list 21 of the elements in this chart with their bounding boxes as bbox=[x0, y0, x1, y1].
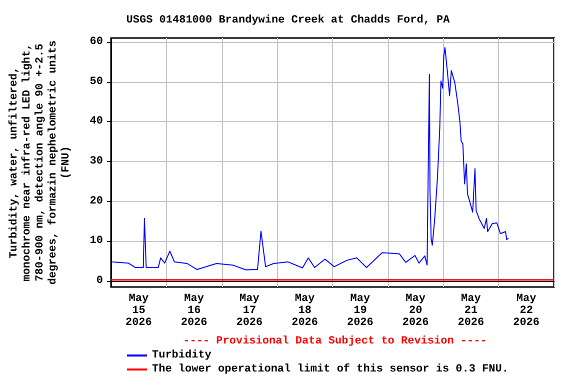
y-tick-label: 30 bbox=[90, 156, 103, 168]
x-tick-label: May 20 2026 bbox=[402, 293, 429, 329]
x-tick-label: May 21 2026 bbox=[458, 293, 484, 329]
y-tick-label: 10 bbox=[90, 235, 103, 248]
x-tick-label: May 16 2026 bbox=[180, 293, 208, 329]
y-tick-label: 20 bbox=[90, 195, 103, 208]
y-tick-label: 60 bbox=[90, 36, 103, 48]
chart-title: USGS 01481000 Brandywine Creek at Chadds Ford, PA bbox=[126, 14, 450, 26]
y-tick-label: 0 bbox=[96, 275, 103, 288]
y-tick-label: 40 bbox=[90, 116, 103, 128]
x-tick-label: May 17 2026 bbox=[236, 293, 263, 329]
y-tick-label: 50 bbox=[90, 76, 103, 88]
text: ---- Provisional Data Subject to Revision ---- bbox=[183, 336, 487, 348]
x-tick-label: May 22 2026 bbox=[513, 293, 540, 329]
x-tick-label: May 15 2026 bbox=[125, 293, 152, 329]
y-axis-title: Turbidity, water, unfiltered, monochrome near infra-red LED light, 780-900 nm, detection angle 90 +-2.5 degrees, formazin nephelometric units (FNU) bbox=[8, 40, 72, 285]
x-tick-label: May 18 2026 bbox=[292, 293, 318, 329]
legend-label: Turbidity bbox=[152, 350, 212, 362]
x-tick-label: May 19 2026 bbox=[346, 293, 374, 329]
line-series bbox=[112, 47, 509, 270]
legend-label: The lower operational limit of this sensor is 0.3 FNU. bbox=[152, 362, 508, 376]
